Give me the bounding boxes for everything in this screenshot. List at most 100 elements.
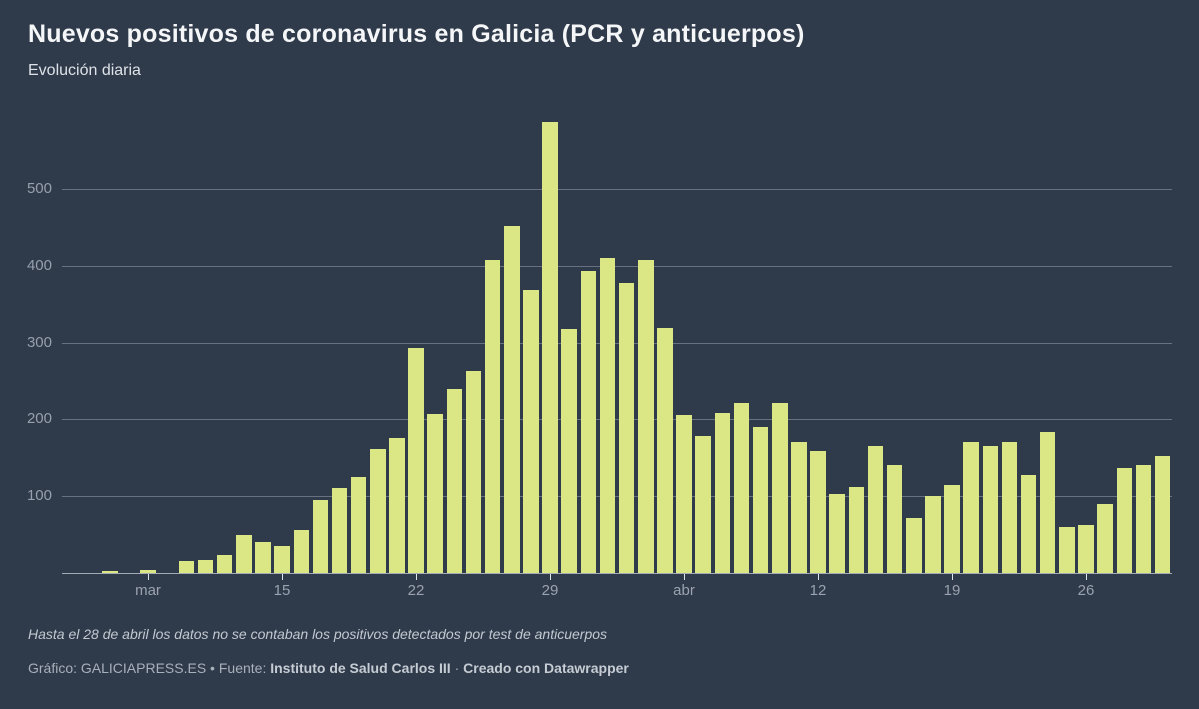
bar-30-mar[interactable] <box>561 329 577 573</box>
bar-slot <box>885 113 904 573</box>
bar-28-mar[interactable] <box>523 290 539 573</box>
bar-23-mar[interactable] <box>427 414 443 573</box>
bar-6-abr[interactable] <box>695 436 711 573</box>
bar-26-mar[interactable] <box>484 260 501 573</box>
bar-9-abr[interactable] <box>752 427 769 573</box>
bar-16-mar[interactable] <box>293 530 309 573</box>
bar-slot <box>732 113 751 573</box>
bar-16-abr[interactable] <box>886 465 903 573</box>
bar-slot <box>1153 113 1172 573</box>
bar-8-abr[interactable] <box>733 403 750 573</box>
bar-20-mar[interactable] <box>370 449 386 573</box>
bar-22-mar[interactable] <box>408 348 424 573</box>
bar-29-abr[interactable] <box>1135 465 1152 573</box>
x-axis-labels: mar 15 22 29 abr 12 19 26 <box>62 582 1172 604</box>
bar-slot <box>483 113 502 573</box>
bar-15-mar[interactable] <box>274 546 290 573</box>
bar-25-mar[interactable] <box>465 371 482 573</box>
bar-21-mar[interactable] <box>389 438 405 573</box>
bar-slot <box>1115 113 1134 573</box>
bar-13-abr[interactable] <box>829 494 845 573</box>
bar-series <box>62 113 1172 573</box>
bar-slot <box>866 113 885 573</box>
bar-slot <box>981 113 1000 573</box>
bar-slot <box>770 113 789 573</box>
bar-22-abr[interactable] <box>1001 442 1018 573</box>
x-axis-label-19: 19 <box>943 582 961 599</box>
bar-25-abr[interactable] <box>1059 527 1075 573</box>
x-axis-label-29: 29 <box>541 582 559 599</box>
bar-18-mar[interactable] <box>331 488 348 573</box>
gridline-200 <box>62 419 1172 420</box>
bar-7-abr[interactable] <box>714 413 731 573</box>
bar-28-abr[interactable] <box>1116 468 1133 573</box>
bar-24-abr[interactable] <box>1039 432 1056 573</box>
y-axis-label-500: 500 <box>26 180 52 197</box>
bar-slot <box>445 113 464 573</box>
bar-slot <box>426 113 445 573</box>
bar-slot <box>847 113 866 573</box>
bar-14-mar[interactable] <box>255 542 271 573</box>
y-axis-label-100: 100 <box>26 487 52 504</box>
bar-slot <box>675 113 694 573</box>
bar-30-abr[interactable] <box>1154 456 1171 573</box>
bar-slot <box>387 113 406 573</box>
bar-19-mar[interactable] <box>350 477 367 573</box>
bar-5-abr[interactable] <box>676 415 692 573</box>
bar-slot <box>904 113 923 573</box>
bar-10-mar[interactable] <box>178 561 195 573</box>
y-axis-label-300: 300 <box>26 334 52 351</box>
bar-slot <box>158 113 177 573</box>
bar-18-abr[interactable] <box>925 496 941 573</box>
bar-slot <box>655 113 674 573</box>
bar-slot <box>560 113 579 573</box>
bar-29-mar[interactable] <box>542 122 558 573</box>
gridline-100 <box>62 496 1172 497</box>
bar-slot <box>617 113 636 573</box>
bar-4-abr[interactable] <box>657 328 673 573</box>
bar-12-mar[interactable] <box>216 555 233 573</box>
bar-11-mar[interactable] <box>197 560 214 573</box>
bar-15-abr[interactable] <box>867 446 884 573</box>
bar-11-abr[interactable] <box>791 442 807 573</box>
bar-8-mar[interactable] <box>140 570 156 573</box>
bar-24-mar[interactable] <box>446 389 463 573</box>
bar-26-abr[interactable] <box>1078 525 1094 573</box>
bar-10-abr[interactable] <box>772 403 788 573</box>
bar-17-mar[interactable] <box>312 500 329 573</box>
bar-slot <box>942 113 961 573</box>
bar-27-mar[interactable] <box>504 226 520 573</box>
bar-slot <box>349 113 368 573</box>
x-axis-label-22: 22 <box>407 582 425 599</box>
bar-21-abr[interactable] <box>982 446 999 573</box>
x-axis-label-mar: mar <box>135 582 161 599</box>
bar-23-abr[interactable] <box>1020 475 1037 573</box>
x-tick-19 <box>952 574 953 580</box>
bar-slot <box>407 113 426 573</box>
bar-slot <box>62 113 81 573</box>
bar-slot <box>713 113 732 573</box>
bar-2-abr[interactable] <box>618 283 635 573</box>
bar-slot <box>330 113 349 573</box>
bar-31-mar[interactable] <box>580 271 597 573</box>
bar-slot <box>1096 113 1115 573</box>
bar-slot <box>292 113 311 573</box>
bar-17-abr[interactable] <box>906 518 922 573</box>
bar-20-abr[interactable] <box>963 442 979 573</box>
bar-13-mar[interactable] <box>236 535 252 573</box>
bar-slot <box>828 113 847 573</box>
bar-slot <box>196 113 215 573</box>
bar-14-abr[interactable] <box>848 487 865 573</box>
bar-19-abr[interactable] <box>944 485 960 573</box>
bar-slot <box>100 113 119 573</box>
bar-slot <box>1076 113 1095 573</box>
bar-slot <box>923 113 942 573</box>
bar-3-abr[interactable] <box>638 260 654 573</box>
bar-12-abr[interactable] <box>810 451 826 573</box>
bar-6-mar[interactable] <box>102 571 118 573</box>
gridlines <box>62 189 1172 574</box>
gridline-500 <box>62 189 1172 190</box>
bar-1-abr[interactable] <box>599 258 616 573</box>
x-tick-mar <box>148 574 149 580</box>
bar-27-abr[interactable] <box>1097 504 1113 573</box>
